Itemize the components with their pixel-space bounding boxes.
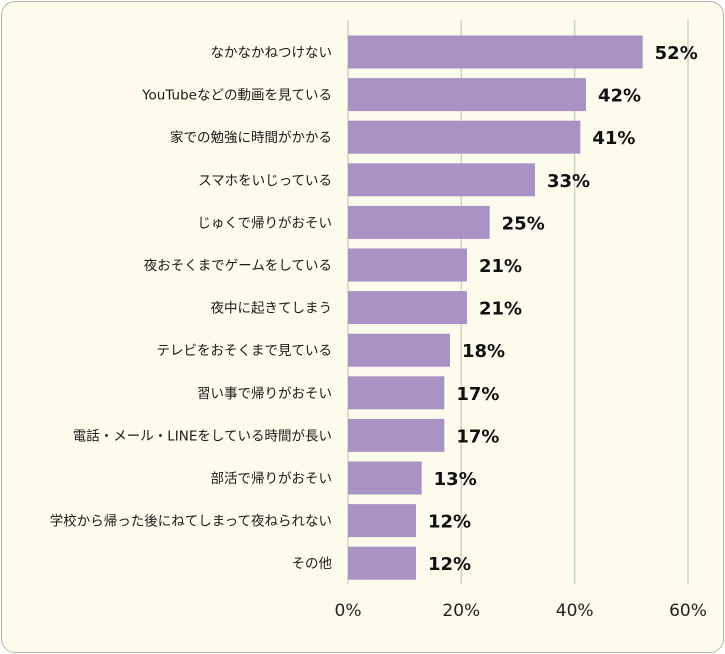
bars: [348, 35, 643, 580]
category-label: テレビをおそくまで見ている: [157, 343, 333, 359]
category-label: YouTubeなどの動画を見ている: [141, 88, 332, 104]
category-label: 部活で帰りがおそい: [211, 470, 333, 487]
value-label: 25%: [502, 213, 545, 234]
category-label: 夜おそくまでゲームをしている: [144, 258, 332, 274]
value-label: 42%: [598, 86, 641, 107]
category-label: スマホをいじっている: [198, 173, 332, 189]
x-axis-tick-labels: 0% 20% 40% 60%: [335, 601, 707, 621]
x-tick-label: 40%: [556, 601, 594, 621]
x-tick-label: 0%: [335, 601, 362, 621]
bar: [348, 78, 586, 112]
bar: [348, 333, 450, 367]
category-label: その他: [292, 556, 333, 572]
bar: [348, 248, 467, 282]
value-label: 52%: [655, 43, 698, 64]
category-label: 電話・メール・LINEをしている時間が長い: [73, 427, 332, 444]
x-tick-label: 60%: [669, 601, 707, 621]
value-labels: 52% 42% 41% 33%25% 21% 21% 18% 17% 17% 13% 12% 12%: [428, 43, 698, 575]
category-label: 夜中に起きてしまう: [211, 301, 333, 317]
bar: [348, 418, 445, 452]
value-label: 41%: [592, 128, 635, 149]
bar: [348, 163, 535, 197]
value-label: 18%: [462, 341, 505, 362]
bar: [348, 546, 416, 580]
bar: [348, 376, 445, 410]
value-label: 13%: [434, 469, 477, 490]
category-label: 学校から帰った後にねてしまって夜ねられない: [50, 513, 332, 530]
value-label: 33%: [547, 171, 590, 192]
bar: [348, 461, 422, 495]
value-label: 21%: [479, 256, 522, 277]
bar: [348, 35, 643, 69]
x-tick-label: 20%: [442, 601, 480, 621]
value-label: 12%: [428, 554, 471, 575]
category-label: 家での勉強に時間がかかる: [170, 129, 332, 146]
bar: [348, 291, 467, 325]
bar: [348, 504, 416, 538]
category-labels: なかなかねつけない YouTubeなどの動画を見ている家での勉強に時間がかかるスマ…: [50, 45, 332, 572]
value-label: 12%: [428, 512, 471, 533]
category-label: じゅくで帰りがおそい: [197, 214, 332, 231]
category-label: なかなかねつけない: [211, 45, 333, 61]
bar: [348, 205, 490, 239]
value-label: 21%: [479, 299, 522, 320]
value-label: 17%: [456, 384, 499, 405]
category-label: 習い事で帰りがおそい: [197, 385, 332, 402]
value-label: 17%: [456, 426, 499, 447]
bar: [348, 120, 581, 154]
